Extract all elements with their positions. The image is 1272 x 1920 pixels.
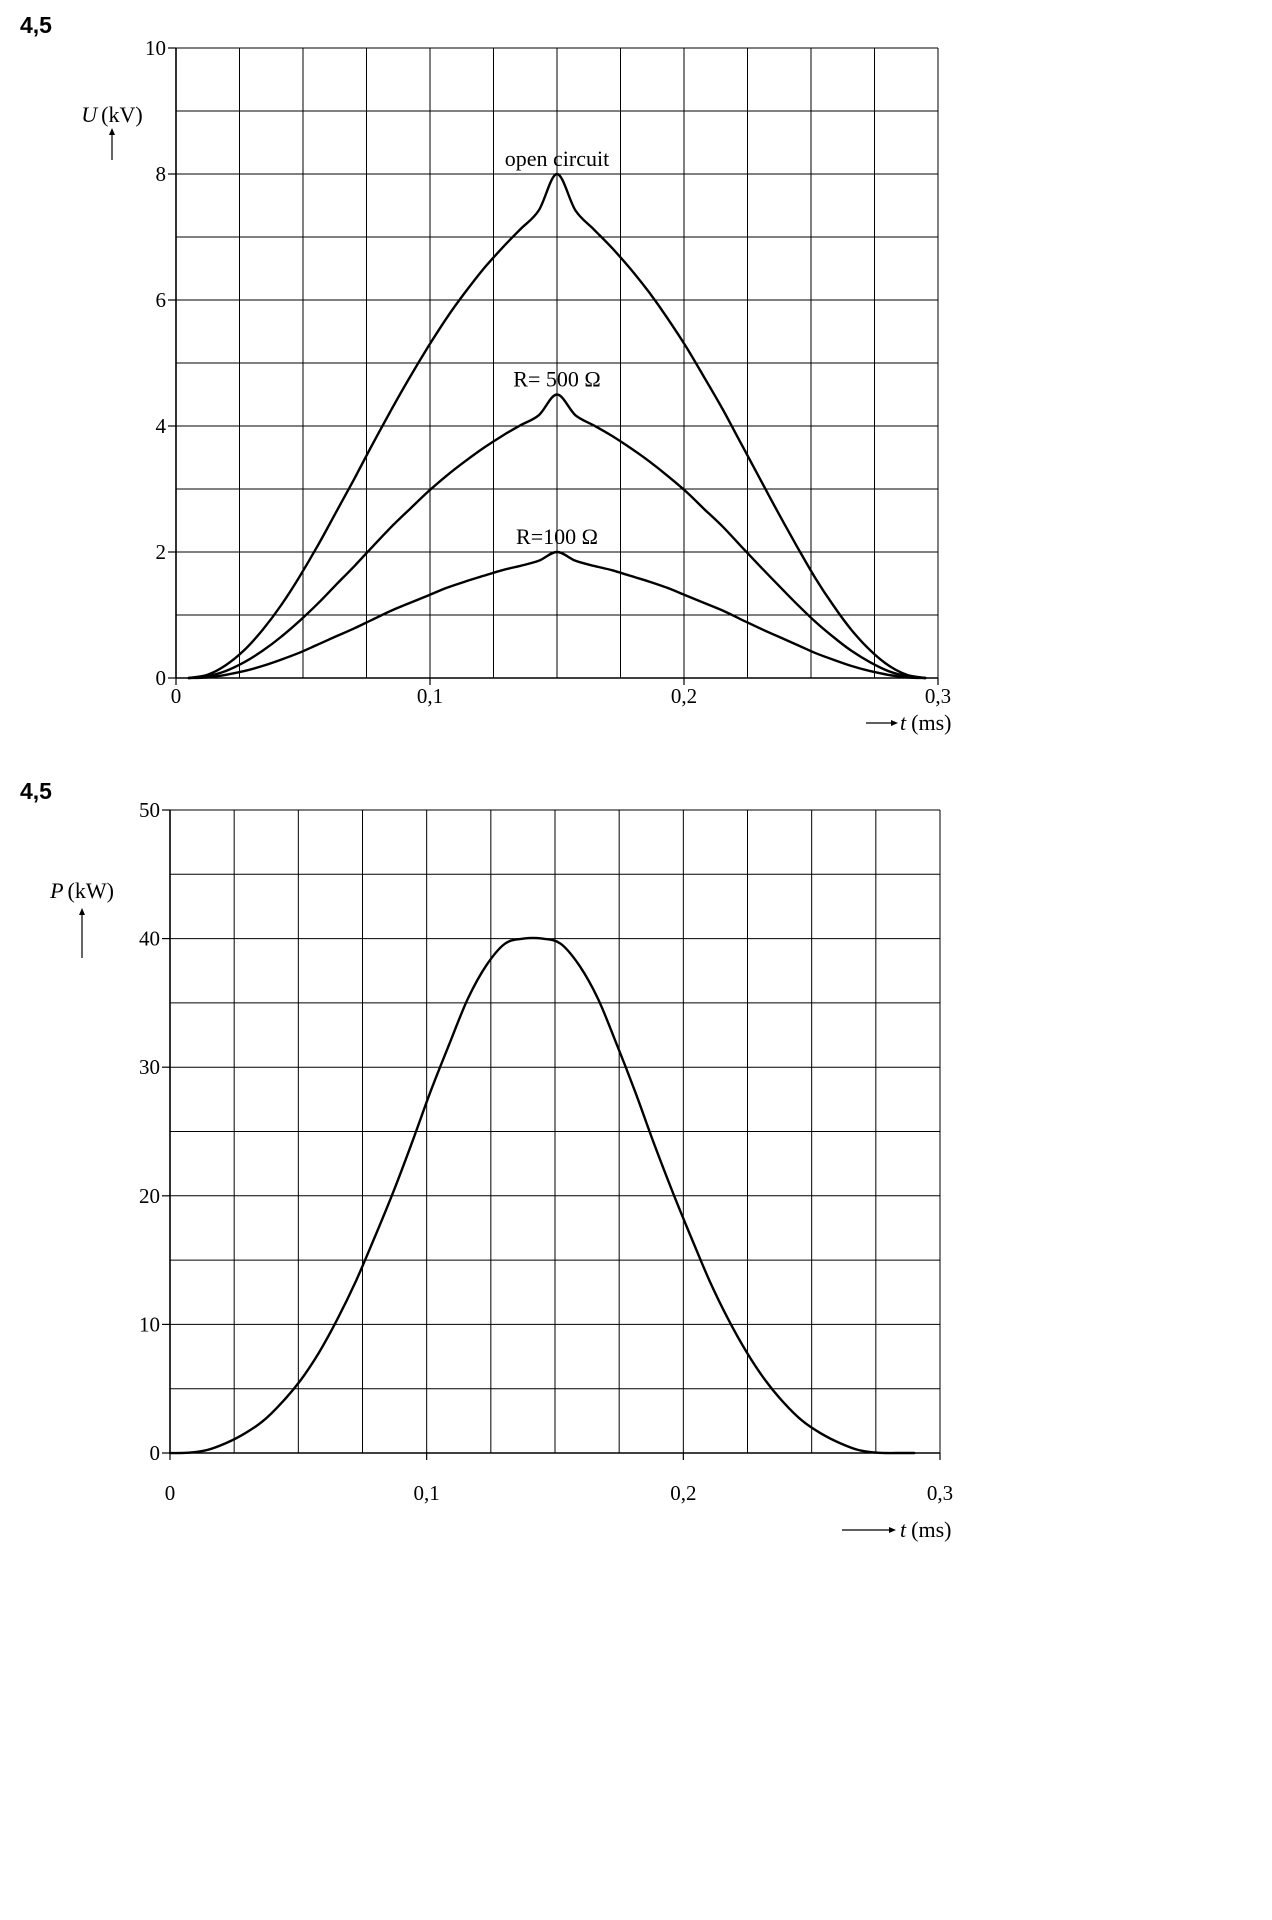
chart-2: 0 10 20 30 40 50 0 0,1 0,2 0,3 P (kW) t (ms) (49, 798, 953, 1542)
x-tick-label: 0,2 (670, 1481, 696, 1505)
x-axis-arrow-head (891, 720, 898, 726)
grid (169, 809, 941, 1454)
x-axis-label: t (ms) (900, 1517, 951, 1542)
grid (175, 47, 939, 679)
y-tick-label: 6 (156, 288, 167, 312)
y-axis-label: P (kW) (49, 878, 114, 903)
y-tick-label: 50 (139, 798, 160, 822)
series-line-2 (187, 393, 927, 680)
x-tick-label: 0 (165, 1481, 176, 1505)
series-label: R=100 Ω (516, 524, 598, 549)
x-axis-symbol: t (900, 710, 907, 735)
y-axis-symbol: P (49, 878, 63, 903)
chart-1: 0 2 4 6 8 10 0 0,1 0,2 0,3 U (kV) t (ms) open circuit R… (81, 36, 951, 735)
y-axis-arrow-head (79, 908, 85, 915)
x-tick-label: 0,1 (414, 1481, 440, 1505)
y-tick-label: 2 (156, 540, 167, 564)
series-line-3 (187, 550, 927, 680)
x-axis-unit: (ms) (911, 710, 951, 735)
x-tick-label: 0 (171, 684, 182, 708)
y-axis-arrow-head (109, 128, 115, 135)
y-tick-label: 0 (156, 666, 167, 690)
y-axis-unit: (kW) (68, 878, 114, 903)
x-tick-label: 0,1 (417, 684, 443, 708)
series-label: open circuit (505, 146, 609, 171)
figure-number-bottom: 4,5 (20, 778, 52, 804)
y-tick-label: 4 (156, 414, 167, 438)
x-axis-arrow-head (889, 1527, 896, 1533)
y-tick-label: 10 (139, 1312, 160, 1336)
y-tick-label: 40 (139, 927, 160, 951)
y-axis-label: U (kV) (81, 102, 142, 127)
x-tick-label: 0,2 (671, 684, 697, 708)
series-label: R= 500 Ω (513, 367, 600, 392)
y-axis-symbol: U (81, 102, 99, 127)
y-axis-unit: (kV) (101, 102, 143, 127)
y-tick-label: 30 (139, 1055, 160, 1079)
series-line-1 (187, 172, 927, 680)
y-tick-label: 20 (139, 1184, 160, 1208)
y-tick-label: 8 (156, 162, 167, 186)
x-axis-label: t (ms) (900, 710, 951, 735)
x-axis-unit: (ms) (911, 1517, 951, 1542)
y-tick-label: 10 (145, 36, 166, 60)
x-tick-label: 0,3 (927, 1481, 953, 1505)
series-line-1 (168, 936, 916, 1455)
y-tick-label: 0 (150, 1441, 161, 1465)
x-tick-label: 0,3 (925, 684, 951, 708)
x-axis-symbol: t (900, 1517, 907, 1542)
figure-number-top: 4,5 (20, 12, 52, 38)
